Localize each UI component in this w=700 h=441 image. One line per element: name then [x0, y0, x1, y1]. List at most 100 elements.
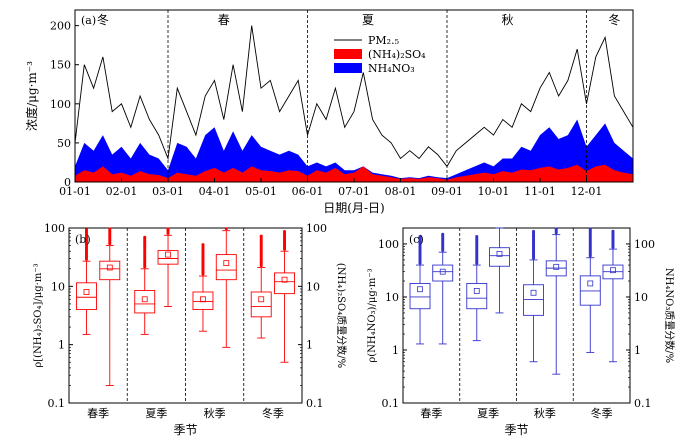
concentration-box [192, 291, 214, 310]
category-label: 夏季 [477, 407, 499, 420]
category-label: 冬季 [591, 406, 613, 420]
x-tick-label: 08-01 [385, 185, 417, 198]
y-tick-label-left: 10 [385, 291, 399, 304]
y-tick-label-left: 100 [378, 238, 399, 251]
y-tick-label-left: 100 [44, 222, 65, 235]
y-tick-label-left: 10 [51, 280, 65, 293]
concentration-box-outlier [201, 243, 205, 247]
season-label: 春 [218, 13, 230, 27]
concentration-box-mean [417, 286, 423, 293]
concentration-box-outlier [259, 234, 263, 238]
y-tick-label-right: 100 [634, 238, 655, 251]
concentration-box-mean [200, 296, 206, 303]
y-axis-label: 浓度/μg·m⁻³ [24, 61, 39, 131]
season-label: 冬 [608, 12, 620, 27]
mass-fraction-box [274, 272, 295, 295]
panel-a-time-series: 0 50 100 150 200 01-01 02-01 03-01 04-01 05-01 06-… [24, 9, 634, 215]
y-tick-label: 200 [50, 20, 71, 33]
mass-fraction-box-outlier [224, 227, 228, 231]
y-axis-label-right: NH₄NO₃质量分数/% [663, 268, 676, 363]
concentration-box-outlier [475, 234, 479, 238]
x-tick-label: 04-01 [199, 185, 231, 198]
mass-fraction-box-mean [223, 260, 230, 267]
concentration-box-outlier [143, 235, 147, 239]
mass-fraction-box [432, 264, 454, 282]
season-label: 夏 [362, 13, 374, 27]
mass-fraction-box-mean [610, 267, 616, 274]
x-tick-label: 05-01 [245, 185, 277, 198]
y-tick-label: 0 [64, 176, 71, 189]
x-axis-label: 季节 [173, 423, 197, 437]
category-label: 春季 [420, 407, 442, 420]
mass-fraction-box-mean [281, 276, 288, 283]
legend-label: PM₂.₅ [368, 34, 399, 47]
x-tick-label: 10-01 [478, 185, 510, 198]
mass-fraction-box-outlier [166, 227, 170, 231]
y-axis-label-right: (NH₄)₂SO₄质量分数/% [335, 263, 348, 368]
y-tick-label: 100 [50, 98, 71, 111]
category-label: 秋季 [204, 406, 226, 420]
concentration-box [250, 291, 272, 318]
y-tick-label-left: 0.1 [48, 397, 66, 410]
mass-fraction-box-outlier [283, 230, 287, 234]
legend-label: NH₄NO₃ [368, 62, 415, 75]
concentration-box [76, 282, 97, 310]
concentration-box [134, 290, 156, 314]
mass-fraction-box-mean [553, 263, 560, 270]
y-axis-label-left: ρ[(NH₄)₂SO₄]/μg·m⁻³ [33, 263, 44, 367]
mass-fraction-box [215, 254, 237, 281]
y-tick-label-left: 1 [392, 344, 399, 357]
mass-fraction-box-outlier [441, 232, 445, 236]
concentration-box-outlier [588, 227, 592, 231]
series-area-sulfate [75, 164, 633, 182]
x-tick-label: 02-01 [106, 185, 138, 198]
mass-fraction-box-outlier [611, 229, 615, 233]
season-label: 秋 [501, 13, 513, 27]
mass-fraction-box [489, 247, 510, 267]
mass-fraction-box-outlier [108, 227, 112, 231]
concentration-box-mean [530, 289, 537, 296]
panel-c-nitrate-boxplot: 0.1 0.1 1 1 10 10 100 100 春季 夏季 秋季 冬季 (c) 季节 ρ(NH₄NO₃)… [367, 227, 676, 437]
x-tick-label: 06-01 [292, 185, 324, 198]
concentration-box-mean [473, 288, 480, 294]
series-line-pm25 [74, 25, 634, 168]
mass-fraction-box-mean [106, 264, 113, 271]
panel-label: (b) [75, 233, 91, 246]
mass-fraction-box [99, 260, 121, 281]
panel-b-sulfate-boxplot: 0.1 0.1 1 1 10 10 100 100 春季 夏季 秋季 冬季 (b) 季节 ρ[(NH₄)₂S… [33, 222, 348, 437]
season-label: 冬 [97, 12, 109, 27]
panel-label: (a) [81, 14, 96, 27]
legend-swatch-fill [334, 49, 362, 59]
mass-fraction-box-mean [439, 268, 446, 275]
category-label: 夏季 [145, 407, 167, 420]
mass-fraction-box [157, 250, 179, 265]
legend-label: (NH₄)₂SO₄ [368, 48, 426, 61]
panel-label: (c) [409, 233, 424, 246]
category-label: 冬季 [262, 406, 284, 420]
y-tick-label-right: 10 [634, 291, 648, 304]
x-tick-label: 01-01 [59, 185, 91, 198]
x-axis-label: 日期(月-日) [323, 201, 384, 215]
concentration-box-outlier [84, 228, 88, 232]
y-tick-label-right: 1 [634, 344, 641, 357]
y-tick-label: 50 [57, 137, 71, 150]
x-tick-label: 12-01 [571, 185, 603, 198]
x-tick-label: 07-01 [338, 185, 370, 198]
legend-swatch-fill [334, 63, 362, 73]
x-tick-label: 11-01 [524, 185, 556, 198]
x-tick-label: 09-01 [431, 185, 463, 198]
mass-fraction-box-mean [165, 251, 171, 258]
y-axis-label-left: ρ(NH₄NO₃)/μg·m⁻³ [367, 268, 378, 362]
series-area-nitrate [75, 119, 633, 182]
category-label: 秋季 [534, 406, 556, 420]
concentration-box-mean [258, 296, 265, 303]
concentration-box-mean [83, 289, 90, 295]
y-tick-label-left: 0.1 [382, 397, 400, 410]
concentration-box-mean [587, 280, 594, 287]
mass-fraction-box-mean [496, 250, 503, 257]
y-tick-label-right: 0.1 [306, 397, 324, 410]
y-tick-label-right: 1 [306, 339, 313, 352]
y-tick-label-right: 10 [306, 280, 320, 293]
concentration-box-outlier [532, 229, 536, 233]
